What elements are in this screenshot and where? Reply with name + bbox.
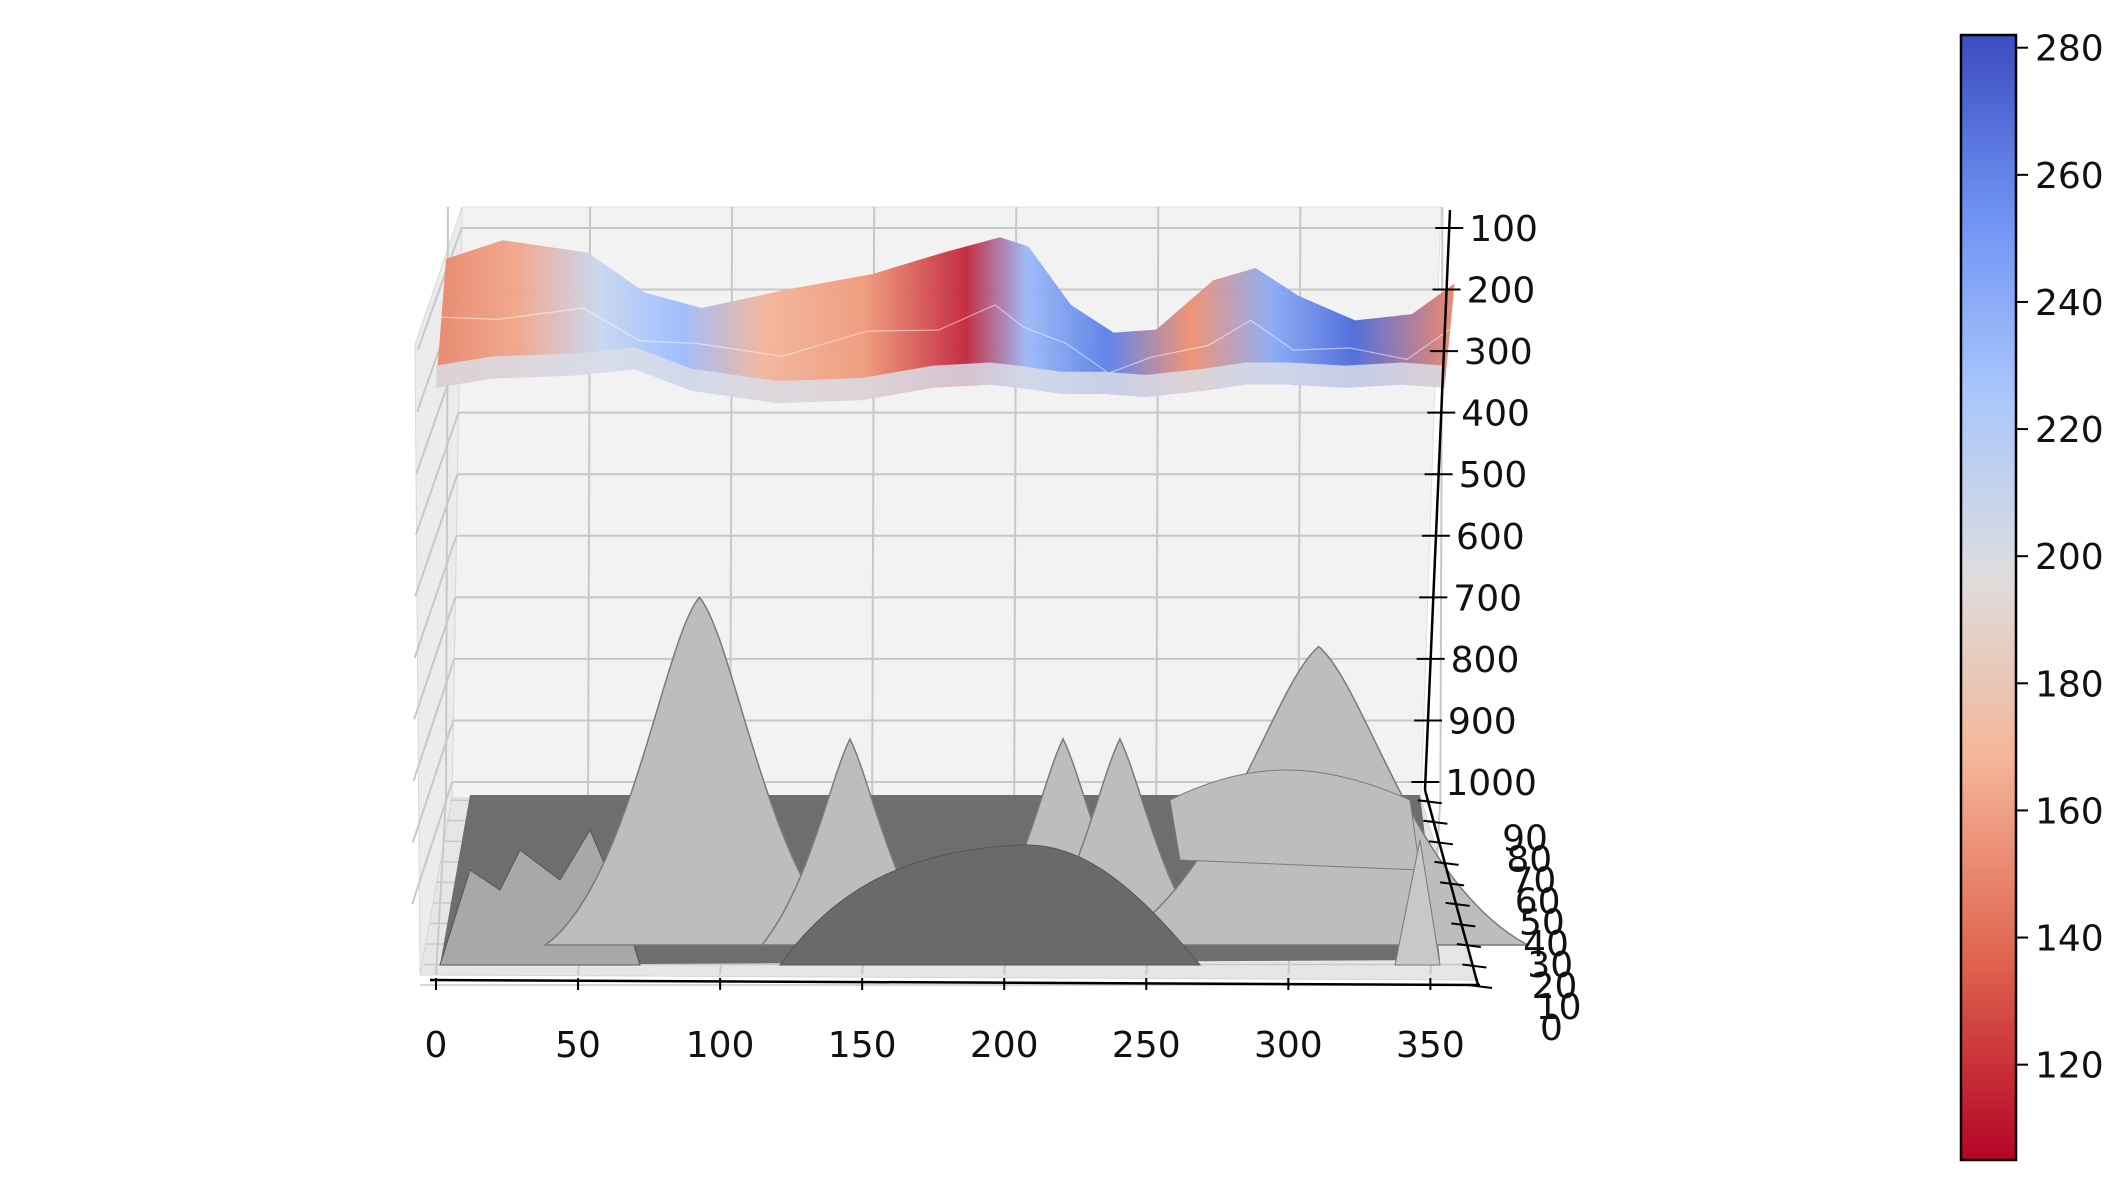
z-side-grid-line (416, 227, 463, 351)
y-tick-mark (1462, 963, 1487, 969)
x-tick-label: 0 (425, 1025, 448, 1066)
top-surface (436, 237, 1455, 404)
colorbar: 120 140 160 180 200 220 240 260 280 (1959, 29, 2104, 1162)
y-tick-mark (1428, 840, 1454, 846)
y-tick-label: 90 (1502, 819, 1548, 860)
y-tick-mark (1423, 819, 1448, 825)
x-tick-label: 50 (555, 1025, 601, 1066)
y-tick-label: 40 (1523, 924, 1569, 965)
z-tick-label: 800 (1451, 640, 1520, 681)
x-tick-label: 200 (970, 1025, 1039, 1066)
x-tick-label: 150 (828, 1025, 897, 1066)
x-tick-label: 350 (1396, 1025, 1465, 1066)
bottom-surface (439, 596, 1529, 966)
x-tick-label: 250 (1112, 1025, 1181, 1066)
z-side-grid-line (414, 412, 460, 535)
z-tick-label: 200 (1467, 271, 1536, 312)
colorbar-tick-label: 180 (2035, 664, 2104, 705)
bottom-surface-peak (543, 596, 856, 946)
y-tick-mark (1434, 860, 1459, 866)
colorbar-tick-label: 140 (2035, 919, 2104, 960)
z-side-grid-line (411, 781, 454, 905)
z-tick-label: 400 (1461, 394, 1530, 435)
z-side-grid-line (414, 473, 459, 597)
top-surface-ridge (440, 304, 1450, 374)
y-tick-label: 20 (1532, 966, 1578, 1007)
top-surface-front-edge (436, 347, 1445, 404)
x-floor-grid-line (435, 797, 447, 976)
y-tick-label: 50 (1519, 903, 1565, 944)
colorbar-tick-label: 120 (2035, 1046, 2104, 1087)
y-tick-label: 30 (1527, 945, 1573, 986)
z-tick-label: 600 (1456, 517, 1525, 558)
bottom-surface-valley (779, 844, 1202, 966)
x-axis-ticks: 0 50 100 150 200 250 300 350 (425, 978, 1465, 1066)
z-side-grid-line (411, 720, 455, 843)
y-tick-label: 80 (1506, 840, 1552, 881)
y-tick-label: 0 (1540, 1008, 1563, 1049)
x-tick-label: 100 (686, 1025, 755, 1066)
z-tick-label: 700 (1453, 578, 1522, 619)
x-tick-label: 300 (1254, 1025, 1323, 1066)
bottom-surface-right-spike (1394, 839, 1441, 966)
bottom-surface-right-ridge (1169, 769, 1421, 871)
colorbar-tick-label: 280 (2035, 29, 2104, 70)
colorbar-tick-label: 200 (2035, 537, 2104, 578)
y-tick-mark (1445, 901, 1470, 907)
y-tick-label: 10 (1536, 987, 1582, 1028)
colorbar-tick-label: 240 (2035, 283, 2104, 324)
z-axis-ticks: 100 200 300 400 500 600 700 800 900 1000 (1411, 209, 1538, 804)
z-tick-label: 100 (1469, 209, 1538, 250)
colorbar-ticks: 120 140 160 180 200 220 240 260 280 (2016, 29, 2104, 1087)
y-tick-mark (1417, 799, 1442, 805)
colorbar-tick-label: 220 (2035, 410, 2104, 451)
z-side-grid-line (413, 535, 458, 659)
y-tick-label: 70 (1511, 861, 1557, 902)
y-tick-mark (1451, 922, 1476, 928)
z-tick-label: 500 (1459, 455, 1528, 496)
z-side-grid-line (413, 597, 457, 720)
colorbar-body (1959, 33, 2018, 1162)
x-grid-line (1155, 206, 1160, 799)
top-surface-body (436, 237, 1455, 404)
z-axis-line (1423, 209, 1452, 791)
y-tick-mark (1456, 942, 1481, 948)
y-tick-mark (1439, 881, 1465, 887)
y-tick-label: 60 (1515, 882, 1561, 923)
z-tick-label: 300 (1464, 332, 1533, 373)
z-side-grid-line (412, 658, 456, 782)
z-tick-label: 1000 (1445, 763, 1537, 804)
colorbar-tick-label: 160 (2035, 791, 2104, 832)
x-axis-line (429, 978, 1481, 987)
y-tick-mark (1467, 984, 1493, 989)
colorbar-tick-label: 260 (2035, 156, 2104, 197)
z-tick-label: 900 (1448, 701, 1517, 742)
